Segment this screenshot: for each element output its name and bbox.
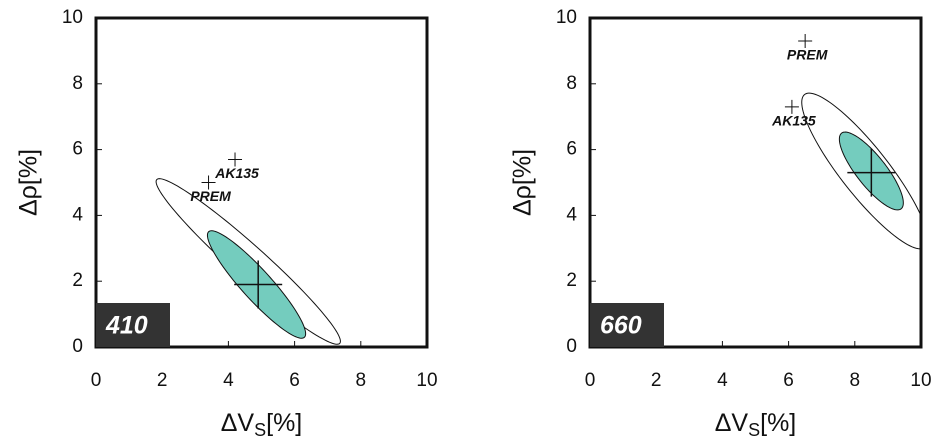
panel-label-box <box>96 303 170 347</box>
x-tick-label: 0 <box>585 370 596 391</box>
x-axis-title-unit: [%] <box>760 409 796 437</box>
y-axis-title: Δρ[%] <box>15 149 43 216</box>
model-point <box>798 34 813 49</box>
y-tick-label: 10 <box>556 7 577 28</box>
model-point <box>228 152 243 167</box>
y-tick-label: 6 <box>566 139 577 160</box>
y-tick-label: 4 <box>566 204 577 225</box>
y-tick-label: 10 <box>62 7 83 28</box>
x-tick-label: 4 <box>223 370 234 391</box>
x-axis-title-main: ΔV <box>221 409 255 437</box>
y-tick-label: 2 <box>72 270 83 291</box>
y-tick-label: 2 <box>566 270 577 291</box>
x-axis-title-main: ΔV <box>715 409 749 437</box>
y-tick-label: 0 <box>566 336 577 357</box>
model-label: PREM <box>190 188 231 204</box>
x-tick-label: 8 <box>356 370 367 391</box>
y-tick-label: 8 <box>72 73 83 94</box>
x-axis-title-unit: [%] <box>266 409 302 437</box>
best-fit-cross <box>234 260 283 309</box>
y-axis-title: Δρ[%] <box>509 149 537 216</box>
x-tick-label: 6 <box>783 370 794 391</box>
panel-label: 410 <box>105 312 148 340</box>
x-axis-title-sub: S <box>254 420 266 440</box>
panel-label: 660 <box>600 312 642 340</box>
x-axis-title: ΔVS[%] <box>221 409 303 440</box>
confidence-ellipse <box>801 92 921 250</box>
x-axis-title: ΔVS[%] <box>715 409 797 440</box>
panel: PREM AK135 0 2 4 6 8 10 0 2 4 6 8 10 660 ΔVS[%] Δρ[%] <box>509 7 932 440</box>
x-tick-label: 2 <box>651 370 662 391</box>
frame <box>588 16 923 349</box>
x-tick-label: 6 <box>289 370 300 391</box>
model-label: PREM <box>787 47 828 63</box>
model-point <box>784 99 799 114</box>
panel-label-box <box>590 303 664 347</box>
model-label: AK135 <box>771 113 816 129</box>
x-tick-label: 10 <box>416 370 437 391</box>
best-fit-cross <box>847 148 896 197</box>
y-tick-label: 6 <box>72 139 83 160</box>
x-tick-label: 8 <box>850 370 861 391</box>
plot-area <box>155 152 341 345</box>
x-axis-title-sub: S <box>748 420 760 440</box>
y-tick-label: 4 <box>72 204 83 225</box>
x-tick-label: 0 <box>91 370 102 391</box>
x-tick-label: 2 <box>157 370 168 391</box>
x-tick-label: 4 <box>717 370 728 391</box>
y-tick-label: 0 <box>72 336 83 357</box>
y-tick-label: 8 <box>566 73 577 94</box>
plot-area <box>784 34 921 250</box>
model-point <box>201 175 216 190</box>
x-tick-label: 10 <box>910 370 931 391</box>
frame <box>94 16 429 349</box>
model-label: AK135 <box>214 165 259 181</box>
panel: AK135 PREM 0 2 4 6 8 10 0 2 4 6 8 10 410 ΔVS[%] Δρ[%] <box>15 7 438 440</box>
